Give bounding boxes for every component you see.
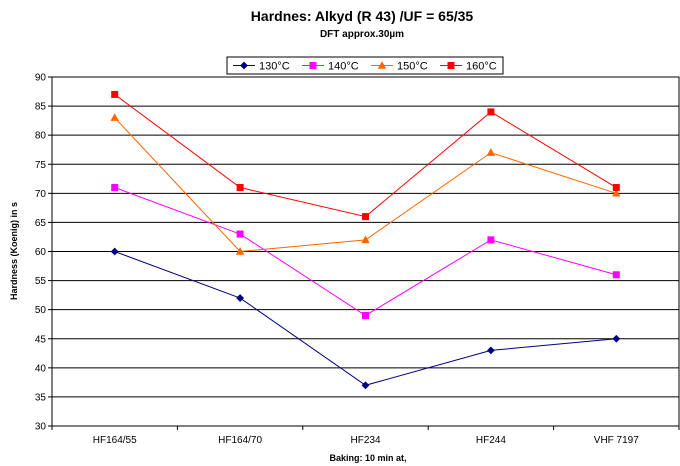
y-tick-label: 30 [35,422,47,433]
y-tick-label: 90 [35,73,47,84]
x-tick-label: HF164/55 [93,435,137,446]
data-point [487,236,495,244]
legend-label: 160°C [466,61,497,73]
y-tick-label: 40 [35,363,47,374]
legend: 130°C 140°C 150°C 160°C [226,56,504,75]
y-tick-label: 50 [35,305,47,316]
y-tick-label: 80 [35,131,47,142]
data-point [487,108,495,116]
legend-box [226,56,504,75]
legend-marker [240,61,248,70]
y-tick-label: 55 [35,276,47,287]
x-tick-label: HF234 [350,435,380,446]
legend-marker [447,62,455,69]
x-tick-label: VHF 7197 [594,435,639,446]
y-tick-label: 45 [35,334,47,345]
x-tick-label: HF164/70 [218,435,262,446]
data-point [110,113,119,121]
series-1 [111,184,620,319]
y-tick-label: 60 [35,247,47,258]
data-point [236,294,245,302]
x-axis-label: Baking: 10 min at, [329,453,406,463]
data-point [362,311,369,319]
y-tick-label: 35 [35,392,47,403]
y-axis-label: Hardness (Koenig) in s [9,202,19,300]
data-point [110,247,119,256]
data-point [236,230,244,238]
chart-subtitle: DFT approx.30µm [320,29,404,40]
data-point [612,271,620,279]
y-tick-label: 75 [35,160,47,171]
legend-label: 150°C [397,61,428,73]
legend-marker [377,61,387,69]
y-tick-label: 65 [35,218,47,229]
y-tick-label: 85 [35,102,47,113]
plot-area: 30 35 40 45 50 55 60 65 70 75 80 85 90 HF164/55 HF164/… [35,73,680,446]
data-point [236,184,244,192]
series-2 [110,113,621,255]
legend-label: 140°C [328,61,359,73]
data-point [612,188,621,197]
data-point [486,346,495,355]
chart-title: Hardnes: Alkyd (R 43) /UF = 65/35 [251,8,474,24]
data-point [111,90,119,98]
data-point [612,184,620,192]
y-tick-label: 70 [35,189,47,200]
legend-label: 130°C [259,61,290,73]
data-point [111,184,119,192]
data-point [486,148,496,156]
series-3 [111,90,620,221]
data-point [361,381,370,390]
data-point [361,235,370,244]
data-point [612,334,621,343]
data-point [362,213,369,221]
data-point [235,247,245,255]
legend-marker [309,62,317,69]
series-0 [110,247,621,390]
x-tick-label: HF244 [476,435,506,446]
